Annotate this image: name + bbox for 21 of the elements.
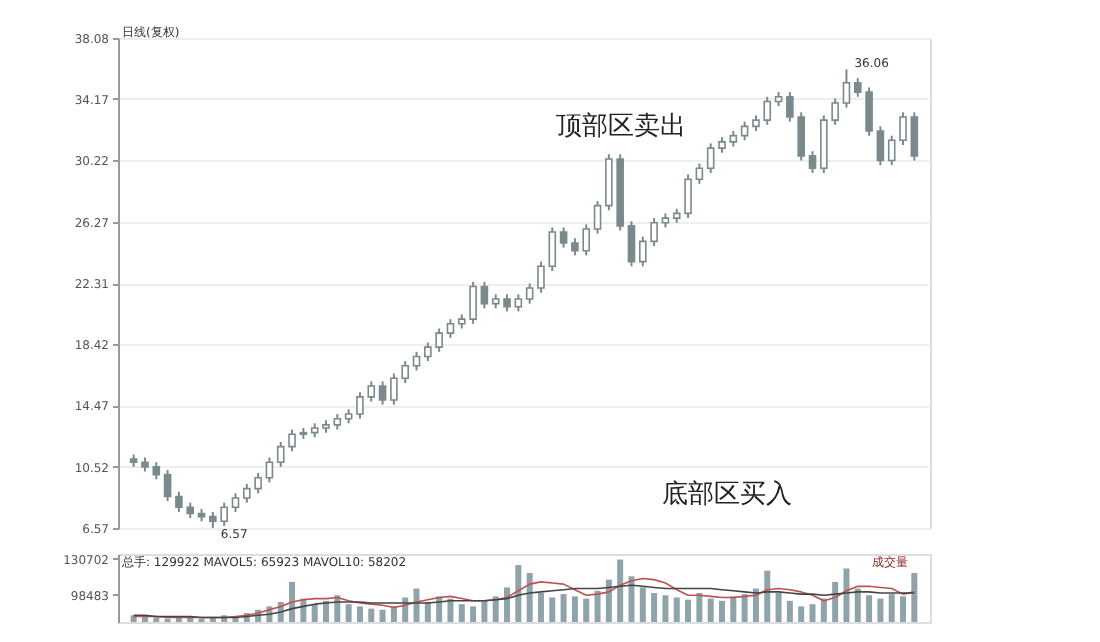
candlestick [231, 492, 240, 513]
candlestick [695, 162, 704, 185]
candlestick [559, 226, 568, 249]
candlestick [627, 220, 636, 268]
candlestick [842, 68, 851, 109]
candlestick [446, 318, 455, 339]
candlestick [378, 380, 387, 406]
candlestick [412, 350, 421, 372]
annotation: 底部区买入 [662, 479, 792, 510]
line-series [132, 584, 916, 619]
annotation: 顶部区卖出 [556, 112, 687, 143]
candlestick [265, 456, 274, 484]
candlestick [480, 280, 489, 310]
candlestick [525, 282, 534, 305]
candlestick [593, 199, 602, 235]
candlestick [876, 125, 885, 167]
candlestick [706, 142, 715, 174]
candlestick [910, 111, 919, 162]
candlestick [163, 469, 172, 503]
line-series [132, 577, 916, 619]
candlestick [808, 150, 817, 174]
